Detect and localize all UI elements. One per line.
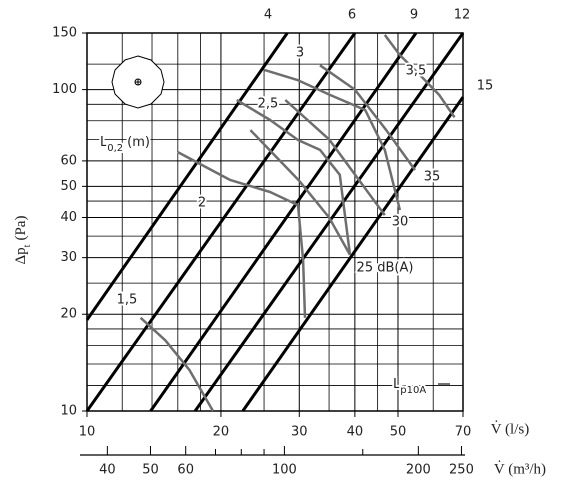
x-tick-label: 20 (213, 425, 230, 440)
throw-label-main: L (100, 135, 108, 150)
x2-tick-label: 50 (142, 463, 159, 478)
series-label: 1,5 (117, 293, 138, 308)
x2-tick-label: 100 (272, 463, 297, 478)
x2-tick-label: 60 (177, 463, 194, 478)
x-tick-label: 10 (79, 425, 96, 440)
series-label: 4 (264, 8, 272, 23)
series-label: 9 (410, 8, 418, 23)
y-tick-label: 10 (60, 404, 77, 419)
curve (249, 129, 352, 256)
x-tick-label: 40 (347, 425, 364, 440)
throw-label: L0,2 (m) (100, 135, 150, 154)
curve (284, 99, 386, 216)
sound-label-sub: p10A (400, 385, 426, 396)
x-axis-label: V̇ (l/s) (491, 421, 529, 438)
series-label: 2 (198, 196, 206, 211)
y-tick-label: 30 (60, 250, 77, 265)
x2-tick-label: 250 (449, 463, 474, 478)
x-tick-label: 30 (291, 425, 308, 440)
y-tick-label: 60 (60, 153, 77, 168)
curve (319, 64, 417, 171)
curve (139, 316, 215, 412)
plot-frame (86, 32, 464, 412)
curve (383, 34, 456, 119)
x2-tick-label: 40 (99, 463, 116, 478)
y-tick-label: 20 (60, 307, 77, 322)
series-label: 30 (392, 215, 409, 230)
throw-line (241, 96, 465, 412)
y-axis-label: Δpt (Pa) (13, 216, 32, 265)
y-axis-label-sub: t (22, 244, 33, 247)
y-tick-label: 50 (60, 179, 77, 194)
x-tick-label: 50 (390, 425, 407, 440)
y-tick-label: 40 (60, 210, 77, 225)
x-tick-label: 70 (455, 425, 472, 440)
series-label: 12 (454, 8, 471, 23)
sound-label-main: L (393, 377, 401, 392)
series-label: 3,5 (406, 64, 427, 79)
x2-axis-label: V̇ (m³/h) (494, 461, 546, 478)
series-label: 2,5 (258, 97, 279, 112)
y-axis-label-suffix: (Pa) (13, 216, 29, 241)
y-tick-label: 150 (52, 26, 77, 41)
throw-line (193, 32, 465, 412)
sound-label: Lp10A (393, 377, 426, 396)
throw-line (85, 32, 357, 412)
curve (264, 68, 402, 211)
throw-label-suffix: (m) (127, 135, 150, 150)
series-label: 25 dB(A) (357, 261, 414, 276)
y-axis-label-main: Δp (13, 247, 29, 264)
y-tick-label: 100 (52, 82, 77, 97)
throw-line (149, 32, 418, 412)
curve (177, 150, 307, 318)
series-label: 3 (296, 46, 304, 61)
throw-line (85, 32, 289, 321)
series-label: 35 (424, 170, 441, 185)
series-label: 15 (477, 79, 494, 94)
series-label: 6 (348, 8, 356, 23)
throw-label-sub: 0,2 (107, 143, 123, 154)
curve (236, 98, 352, 256)
x2-tick-label: 200 (406, 463, 431, 478)
